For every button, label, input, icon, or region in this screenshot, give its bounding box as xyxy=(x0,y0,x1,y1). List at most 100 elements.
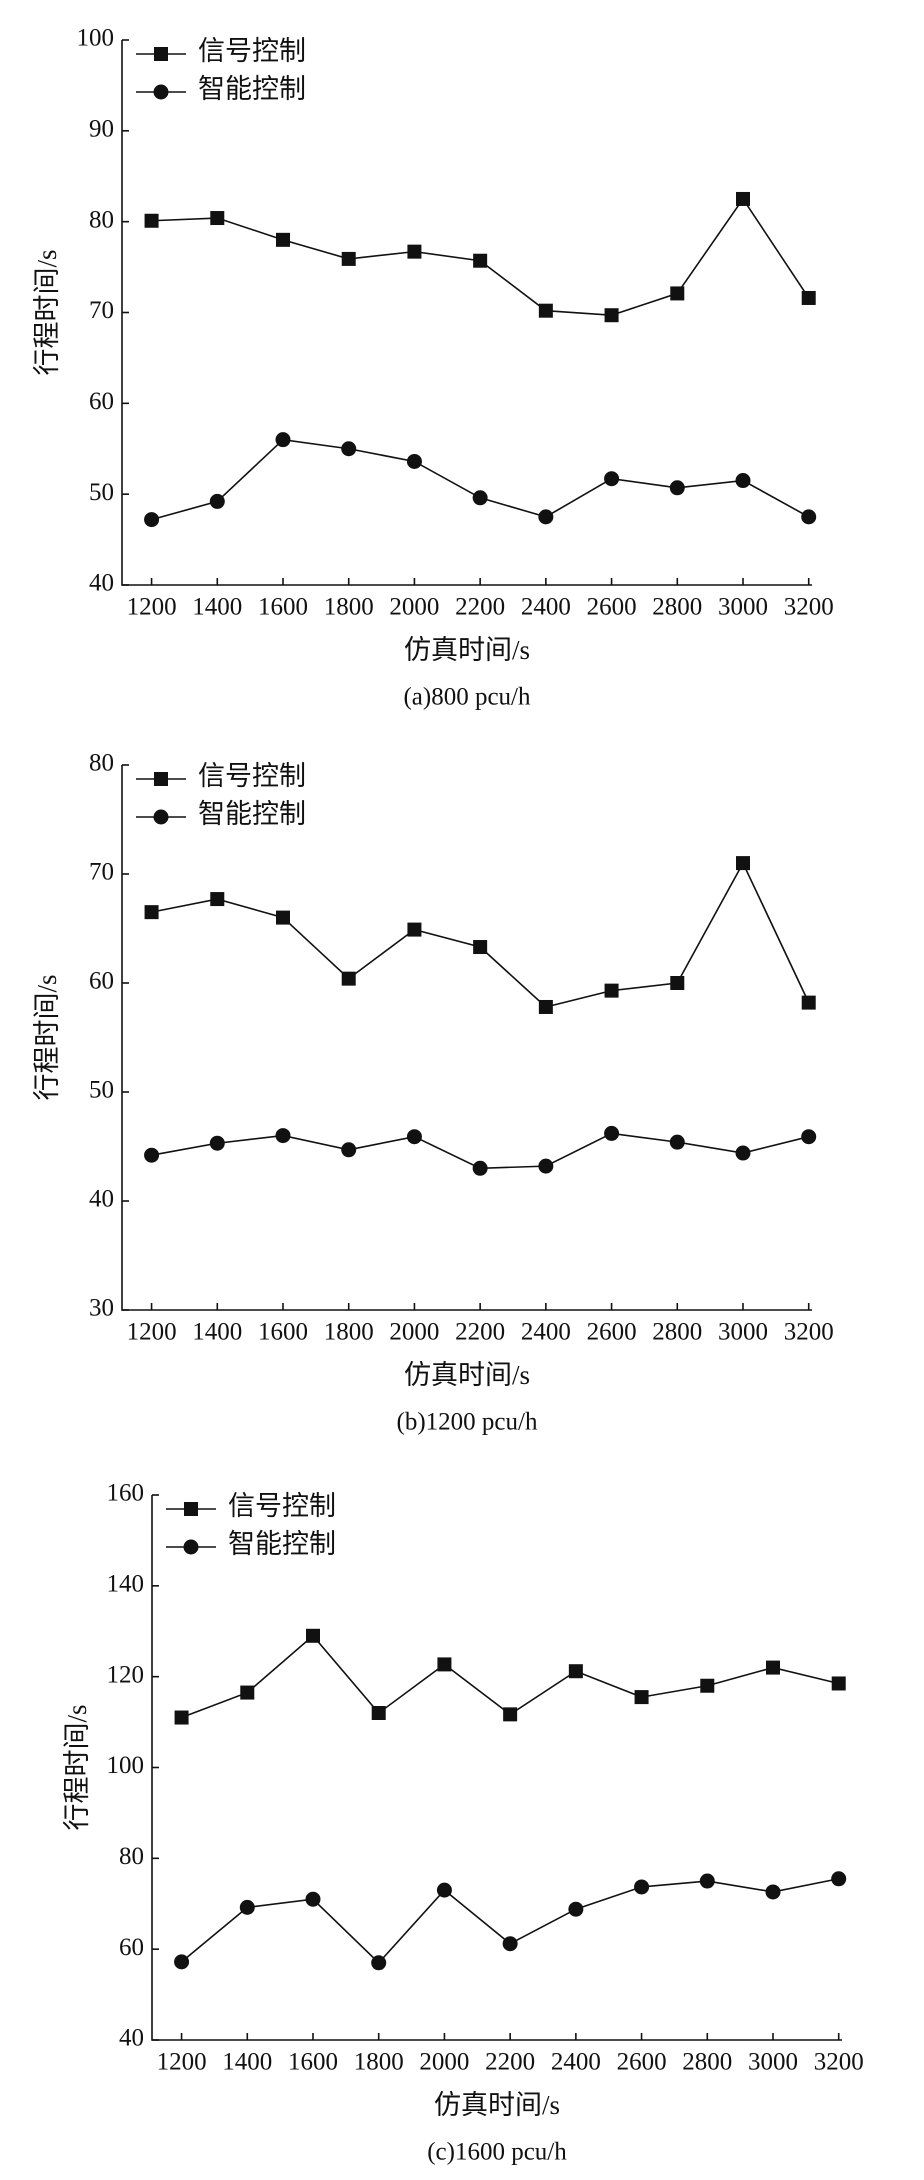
x-tick-label: 1400 xyxy=(222,2049,272,2076)
marker xyxy=(341,971,356,986)
x-tick-label: 1800 xyxy=(354,2049,404,2076)
x-tick-label: 2200 xyxy=(485,2049,535,2076)
marker xyxy=(670,976,685,990)
x-axis-label: 仿真时间/s xyxy=(404,635,530,665)
marker xyxy=(371,1955,387,1971)
x-tick-label: 2400 xyxy=(521,1319,571,1346)
y-tick-label: 60 xyxy=(89,388,114,415)
x-tick-label: 1600 xyxy=(258,1319,308,1346)
x-tick-label: 1600 xyxy=(288,2049,338,2076)
marker xyxy=(407,244,422,259)
caption: (a)800 pcu/h xyxy=(403,684,531,711)
marker xyxy=(568,1664,583,1679)
marker xyxy=(144,512,160,528)
marker xyxy=(801,509,817,525)
marker xyxy=(669,480,685,496)
chart-panel: 40 60 80 100 120 140 160 1200 1400 1600 1800 2000 22… xyxy=(62,1480,864,2166)
marker xyxy=(538,509,554,525)
series-line xyxy=(151,861,810,1008)
x-tick-label: 1800 xyxy=(324,594,374,621)
marker xyxy=(209,1135,225,1151)
series-line xyxy=(151,438,810,521)
y-tick-label: 50 xyxy=(89,1077,114,1104)
x-tick-label: 1600 xyxy=(258,594,308,621)
marker xyxy=(406,1129,422,1145)
legend-label: 智能控制 xyxy=(228,1529,336,1559)
series-line xyxy=(181,1634,839,1719)
legend-marker xyxy=(154,47,168,61)
marker xyxy=(502,1936,518,1952)
marker xyxy=(568,1901,584,1917)
x-tick-label: 3200 xyxy=(814,2049,864,2076)
axes xyxy=(121,40,812,586)
marker xyxy=(371,1706,386,1720)
legend-marker xyxy=(153,84,169,100)
marker xyxy=(473,253,488,268)
x-axis-label: 仿真时间/s xyxy=(404,1360,530,1390)
caption: (c)1600 pcu/h xyxy=(427,2139,567,2166)
marker xyxy=(275,1128,291,1144)
y-axis-label: 行程时间/s xyxy=(62,1704,92,1830)
x-tick-label: 1200 xyxy=(127,594,177,621)
y-tick-label: 60 xyxy=(89,968,114,995)
y-axis-label: 行程时间/s xyxy=(32,974,62,1100)
marker xyxy=(436,1882,452,1898)
x-tick-label: 2400 xyxy=(521,594,571,621)
marker xyxy=(831,1676,846,1691)
marker xyxy=(239,1899,255,1915)
x-tick-label: 2000 xyxy=(419,2049,469,2076)
x-tick-label: 3000 xyxy=(718,594,768,621)
legend-marker xyxy=(183,1539,199,1555)
marker xyxy=(801,995,816,1010)
marker xyxy=(210,892,225,907)
marker xyxy=(801,1129,817,1145)
x-tick-label: 2200 xyxy=(455,594,505,621)
x-axis-label: 仿真时间/s xyxy=(434,2090,560,2120)
x-tick-label: 2800 xyxy=(652,594,702,621)
chart-panel: 40 50 60 70 80 90 100 1200 1400 1600 1800 2000 2200 2… xyxy=(32,25,834,711)
marker xyxy=(174,1954,190,1970)
y-tick-label: 160 xyxy=(107,1480,145,1507)
caption: (b)1200 pcu/h xyxy=(397,1409,538,1436)
legend-label: 信号控制 xyxy=(228,1491,336,1521)
y-tick-label: 40 xyxy=(89,1186,114,1213)
legend-marker xyxy=(184,1502,198,1516)
x-tick-label: 2800 xyxy=(682,2049,732,2076)
legend-marker xyxy=(153,809,169,825)
legend-marker xyxy=(154,772,168,786)
legend-label: 智能控制 xyxy=(198,799,306,829)
x-tick-label: 1400 xyxy=(192,1319,242,1346)
marker xyxy=(538,303,553,318)
marker xyxy=(736,856,750,871)
x-tick-label: 3200 xyxy=(784,1319,834,1346)
marker xyxy=(174,1710,189,1725)
marker xyxy=(407,922,422,937)
y-tick-label: 70 xyxy=(89,297,114,324)
x-tick-label: 1400 xyxy=(192,594,242,621)
x-tick-label: 1800 xyxy=(324,1319,374,1346)
y-tick-label: 140 xyxy=(107,1571,145,1598)
marker xyxy=(210,211,225,226)
marker xyxy=(473,940,488,955)
y-tick-label: 80 xyxy=(89,206,114,233)
x-tick-label: 1200 xyxy=(157,2049,207,2076)
y-tick-label: 60 xyxy=(119,1934,144,1961)
marker xyxy=(699,1873,715,1889)
chart-panel: 30 40 50 60 70 80 1200 1400 1600 1800 2000 2200 2400… xyxy=(32,750,834,1436)
marker xyxy=(437,1657,452,1672)
marker xyxy=(144,905,159,920)
marker xyxy=(634,1879,650,1895)
marker xyxy=(341,441,357,457)
y-tick-label: 90 xyxy=(89,116,114,143)
y-axis-label: 行程时间/s xyxy=(32,249,62,375)
marker xyxy=(538,1158,554,1174)
marker xyxy=(634,1690,649,1705)
marker xyxy=(341,1142,357,1158)
x-tick-label: 2000 xyxy=(389,1319,439,1346)
marker xyxy=(735,473,751,489)
x-tick-label: 2600 xyxy=(587,1319,637,1346)
legend-label: 信号控制 xyxy=(198,36,306,66)
marker xyxy=(538,999,553,1014)
marker xyxy=(406,453,422,469)
